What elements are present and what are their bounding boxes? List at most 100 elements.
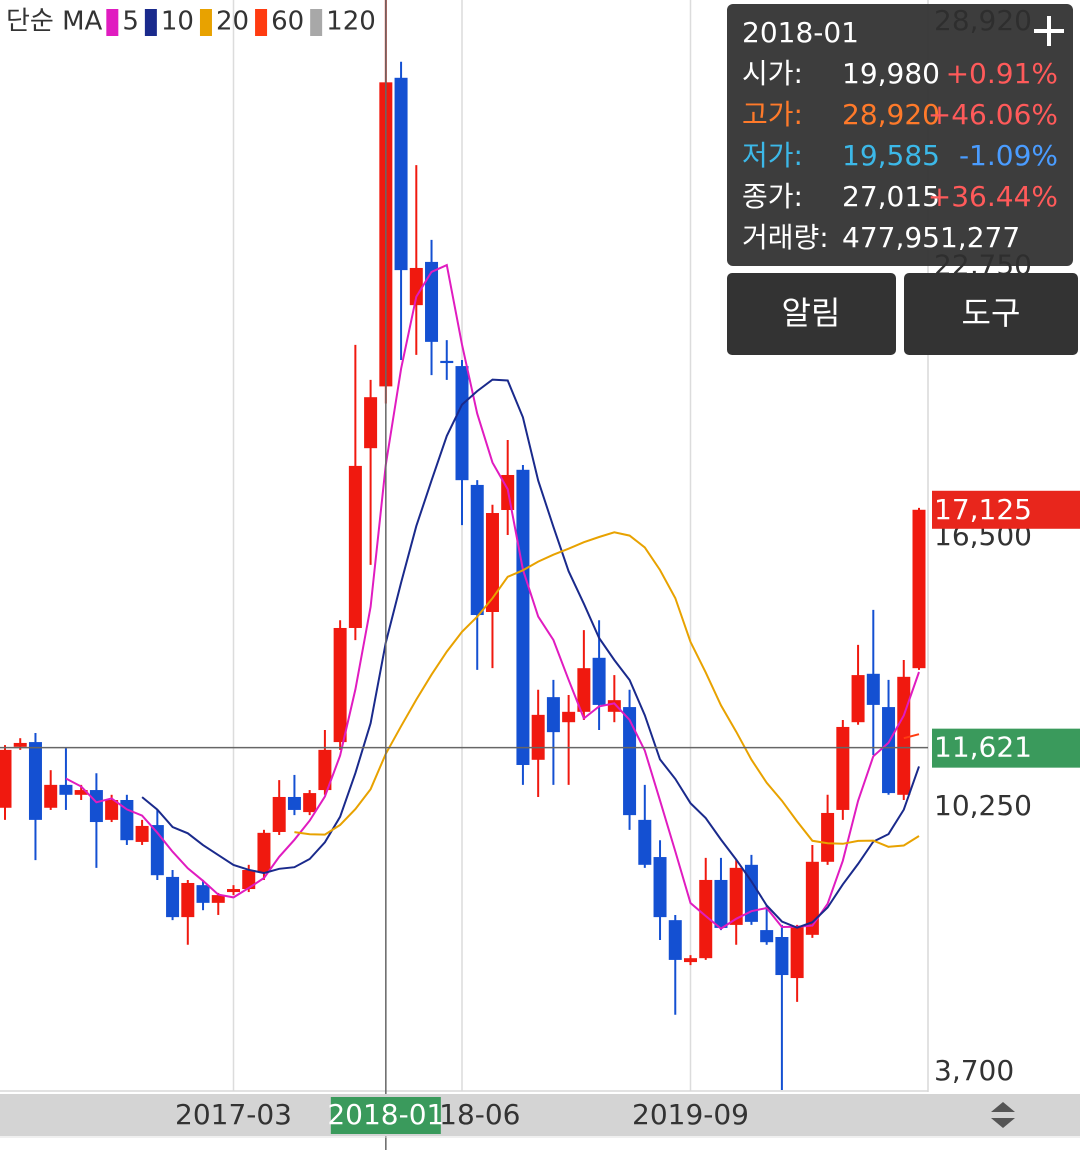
candle-body <box>577 668 591 712</box>
info-value: 477,951,277 <box>842 221 1020 254</box>
candle-body <box>105 799 119 820</box>
candle-body <box>348 465 362 628</box>
candle-body <box>882 707 896 794</box>
candle-body <box>59 784 73 795</box>
candle-body <box>0 749 12 808</box>
candle-body <box>699 879 713 959</box>
ma-lines <box>65 263 920 930</box>
candle-body <box>394 77 408 271</box>
info-value: 19,980 <box>842 57 940 90</box>
candle-body <box>470 484 484 616</box>
candle-body <box>592 657 606 705</box>
button-label[interactable]: 알림 <box>782 294 841 332</box>
candle-body <box>485 513 499 612</box>
crosshair-x-label: 2018-01 <box>327 1098 444 1131</box>
ma-line <box>141 378 920 929</box>
candle-body <box>653 857 667 918</box>
legend-swatch <box>199 9 212 36</box>
button-label[interactable]: 도구 <box>962 294 1021 332</box>
info-label: 시가: <box>742 57 803 90</box>
y-tick-label: 3,700 <box>934 1054 1014 1087</box>
crosshair-x-box <box>330 1097 441 1134</box>
candle-body <box>74 790 88 795</box>
alert-button[interactable]: 알림 <box>727 273 896 355</box>
legend-label: 120 <box>326 7 376 37</box>
candle-body <box>272 796 286 832</box>
scroll-toggle[interactable] <box>991 1102 1015 1128</box>
x-tick-label: 2017-03 <box>175 1098 292 1131</box>
candle-body <box>760 930 774 943</box>
candle-body <box>242 870 256 890</box>
legend-title: 단순 MA <box>6 7 103 37</box>
crosshair <box>0 0 928 1150</box>
candle-body <box>546 697 560 733</box>
candle-body <box>623 707 637 816</box>
candle-body <box>89 790 103 823</box>
candle-body <box>455 366 469 481</box>
button-bg[interactable] <box>904 273 1078 355</box>
candle-body <box>912 509 926 669</box>
candle-body <box>805 861 819 935</box>
ma-line <box>903 733 920 740</box>
add-icon[interactable] <box>1034 16 1064 46</box>
info-label: 고가: <box>742 98 803 131</box>
candle-body <box>607 700 621 712</box>
candle-body <box>790 927 804 979</box>
candle-body <box>135 825 149 842</box>
legend-label: 60 <box>271 7 304 37</box>
crosshair-y-label: 11,621 <box>934 731 1032 764</box>
candle-body <box>638 819 652 865</box>
info-value: 28,920 <box>842 98 940 131</box>
info-change: +0.91% <box>946 57 1058 90</box>
x-tick-label: 2019-09 <box>632 1098 749 1131</box>
info-panel: 2018-01 시가: 19,980 +0.91% 고가: 28,920 +46… <box>727 4 1073 266</box>
info-value: 27,015 <box>842 180 940 213</box>
legend-swatch <box>310 9 323 36</box>
candle-body <box>836 726 850 810</box>
candle-body <box>821 812 835 862</box>
candle-body <box>44 784 58 808</box>
candle-body <box>897 676 911 795</box>
ma-line <box>294 531 920 848</box>
last-price-box <box>932 490 1080 529</box>
legend-label: 10 <box>161 7 194 37</box>
info-label: 거래량: <box>742 221 829 254</box>
legend-swatch <box>144 9 157 36</box>
info-label: 저가: <box>742 139 803 172</box>
candle-body <box>440 360 454 364</box>
info-change: +36.44% <box>928 180 1058 213</box>
candle-body <box>181 882 195 918</box>
grid <box>232 0 692 1091</box>
x-axis-bar <box>0 1094 1080 1136</box>
legend-label: 20 <box>216 7 249 37</box>
candle-body <box>364 397 378 449</box>
legend-swatch <box>106 9 119 36</box>
candle-body <box>562 711 576 723</box>
legend[interactable]: 단순 MA 5 10 20 60 120 <box>6 7 376 37</box>
info-change: -1.09% <box>959 139 1058 172</box>
candle-body <box>333 627 347 743</box>
info-value: 19,585 <box>842 139 940 172</box>
candle-body <box>166 876 180 918</box>
tools-button[interactable]: 도구 <box>904 273 1078 355</box>
x-axis: 2017-03 2018-06 2019-09 <box>175 1098 749 1131</box>
legend-label: 5 <box>122 7 139 37</box>
info-date: 2018-01 <box>742 16 859 49</box>
info-change: +46.06% <box>928 98 1058 131</box>
last-price-label: 17,125 <box>934 493 1032 526</box>
y-tick-label: 10,250 <box>934 789 1032 822</box>
arrow-down[interactable] <box>991 1118 1015 1128</box>
button-bg[interactable] <box>727 273 896 355</box>
info-panel-bg <box>727 4 1073 266</box>
candle-body <box>744 864 758 922</box>
arrow-up[interactable] <box>991 1102 1015 1112</box>
candle-body <box>196 885 210 903</box>
candle-body <box>516 469 530 765</box>
candle-body <box>729 867 743 925</box>
candle-body <box>287 796 301 810</box>
plot <box>0 0 926 1090</box>
candle-body <box>684 958 697 963</box>
candle-body <box>775 937 789 976</box>
